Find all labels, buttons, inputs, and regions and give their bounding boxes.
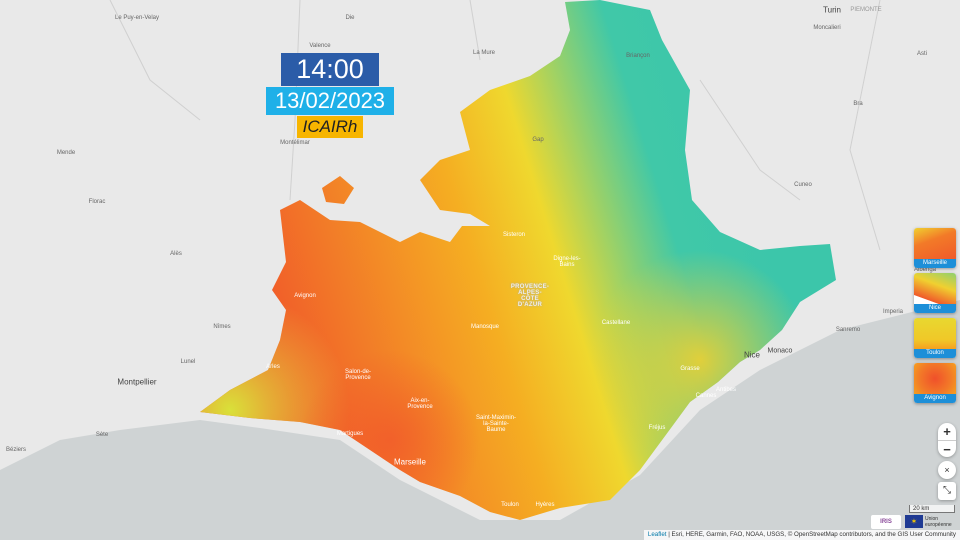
thumbnail-marseille[interactable]: Marseille — [914, 228, 956, 268]
place-label: Turin — [823, 5, 841, 15]
place-label: Cuneo — [794, 182, 812, 188]
place-label: Gap — [532, 137, 544, 143]
place-label: Toulon — [501, 502, 519, 508]
place-label: Hyères — [535, 502, 555, 508]
place-label: Imperia — [882, 309, 904, 315]
place-label: Moncalieri — [813, 25, 841, 31]
leaflet-link[interactable]: Leaflet — [647, 531, 667, 538]
collapse-icon: ⤡ — [943, 485, 951, 496]
thumbnail-image — [914, 273, 956, 304]
place-label: Die — [345, 15, 355, 21]
place-label: Nice — [743, 350, 761, 360]
place-label: Béziers — [5, 447, 27, 453]
thumbnail-label: Avignon — [914, 394, 956, 403]
eu-text: européenne — [925, 522, 952, 528]
eu-logo: ✶ Union européenne — [905, 515, 953, 529]
place-label: Grasse — [680, 366, 700, 372]
eu-text: Union — [925, 516, 939, 522]
place-label: Sète — [95, 432, 109, 438]
place-label: Asti — [916, 51, 928, 57]
place-label: Albenga — [913, 267, 937, 273]
reset-button[interactable]: × — [938, 461, 956, 479]
sea — [0, 300, 960, 540]
place-label: La Mure — [472, 50, 496, 56]
place-label: PIEMONTE — [850, 7, 882, 13]
index-label: ICAIRh — [297, 116, 363, 138]
thumbnail-avignon[interactable]: Avignon — [914, 363, 956, 403]
thumbnail-label: Marseille — [914, 259, 956, 268]
thumbnail-label: Nice — [914, 304, 956, 313]
iris-logo: IRIS — [871, 515, 901, 529]
eu-flag-icon: ✶ — [905, 515, 923, 528]
close-icon: × — [944, 465, 950, 475]
thumbnail-nice[interactable]: Nice — [914, 273, 956, 313]
place-label: Nîmes — [213, 324, 231, 330]
place-label: Manosque — [470, 324, 500, 330]
attribution: Leaflet | Esri, HERE, Garmin, FAO, NOAA,… — [643, 530, 960, 540]
zoom-control: + − — [938, 423, 956, 457]
place-label: Briançon — [626, 53, 650, 59]
place-label: Montélimar — [280, 140, 310, 146]
place-label: Sanremo — [835, 327, 861, 333]
zoom-out-button[interactable]: − — [938, 440, 956, 458]
thumbnail-image — [914, 228, 956, 259]
place-label: Sisteron — [502, 232, 526, 238]
thumbnail-toulon[interactable]: Toulon — [914, 318, 956, 358]
plus-icon: + — [943, 424, 951, 439]
place-label: Marseille — [393, 457, 427, 467]
place-label: Cannes — [695, 393, 717, 399]
thumbnail-label: Toulon — [914, 349, 956, 358]
place-label: Antibes — [715, 387, 737, 393]
scale-bar: 20 km — [909, 505, 955, 513]
thumbnail-image — [914, 318, 956, 349]
place-label: Alès — [170, 251, 182, 257]
time-label: 14:00 — [281, 53, 379, 86]
place-label: Avignon — [294, 293, 316, 299]
place-label: Valence — [309, 43, 331, 49]
place-label: Montpellier — [117, 377, 157, 387]
place-label: Fréjus — [648, 425, 666, 431]
region-label: PROVENCE-ALPES-CÔTE D'AZUR — [510, 284, 550, 308]
minus-icon: − — [943, 442, 951, 457]
place-label: Martigues — [336, 431, 364, 437]
place-label: Bra — [853, 101, 863, 107]
place-label: Le Puy-en-Velay — [114, 15, 160, 21]
date-label: 13/02/2023 — [266, 87, 394, 115]
fit-bounds-button[interactable]: ⤡ — [938, 482, 956, 500]
thumbnail-image — [914, 363, 956, 394]
place-label: Monaco — [767, 347, 793, 355]
zoom-in-button[interactable]: + — [938, 423, 956, 440]
attribution-text: | Esri, HERE, Garmin, FAO, NOAA, USGS, ©… — [666, 531, 956, 538]
place-label: Aix-en-Provence — [407, 398, 433, 410]
place-label: Florac — [88, 199, 106, 205]
place-label: Salon-de-Provence — [344, 369, 371, 381]
place-label: Digne-les-Bains — [553, 256, 581, 268]
place-label: Lunel — [180, 359, 196, 365]
place-label: Saint-Maximin-la-Sainte-Baume — [475, 415, 516, 433]
place-label: Arles — [266, 364, 280, 370]
place-label: Mende — [56, 150, 76, 156]
place-label: Castellane — [601, 320, 631, 326]
